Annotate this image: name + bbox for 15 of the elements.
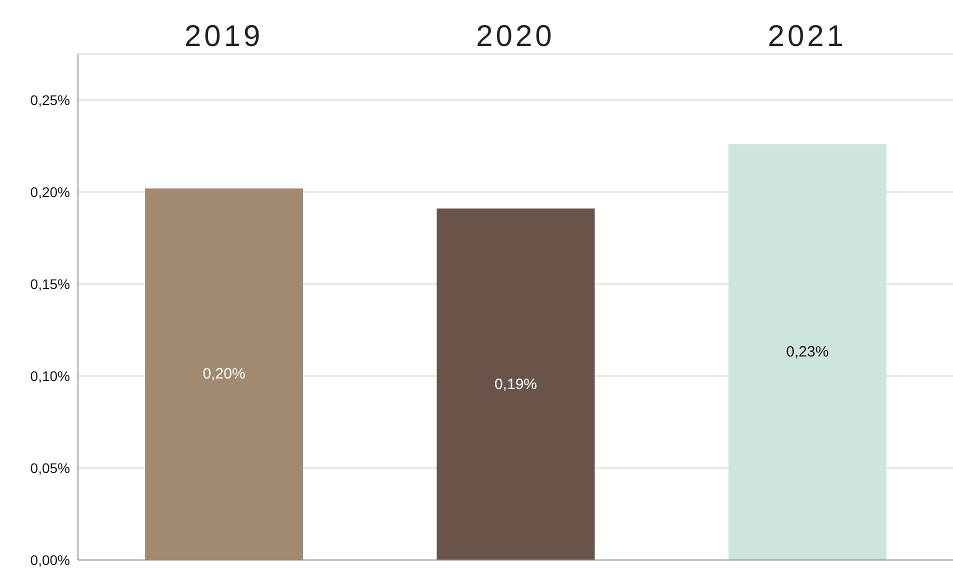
y-tick-label: 0,05% xyxy=(30,460,70,476)
x-tick-label: 2019 xyxy=(184,20,264,53)
bar xyxy=(436,208,595,560)
data-label: 0,19% xyxy=(494,376,538,393)
y-tick-label: 0,10% xyxy=(30,368,70,384)
bar xyxy=(145,188,304,560)
x-tick-label: 2020 xyxy=(476,20,555,53)
data-label: 0,20% xyxy=(202,366,246,383)
y-tick-label: 0,15% xyxy=(30,276,70,292)
y-tick-label: 0,00% xyxy=(30,552,70,568)
y-tick-label: 0,20% xyxy=(30,184,70,200)
data-label: 0,23% xyxy=(786,344,829,361)
x-tick-label: 2021 xyxy=(768,20,847,53)
y-tick-label: 0,25% xyxy=(30,92,70,108)
bar xyxy=(728,144,886,560)
